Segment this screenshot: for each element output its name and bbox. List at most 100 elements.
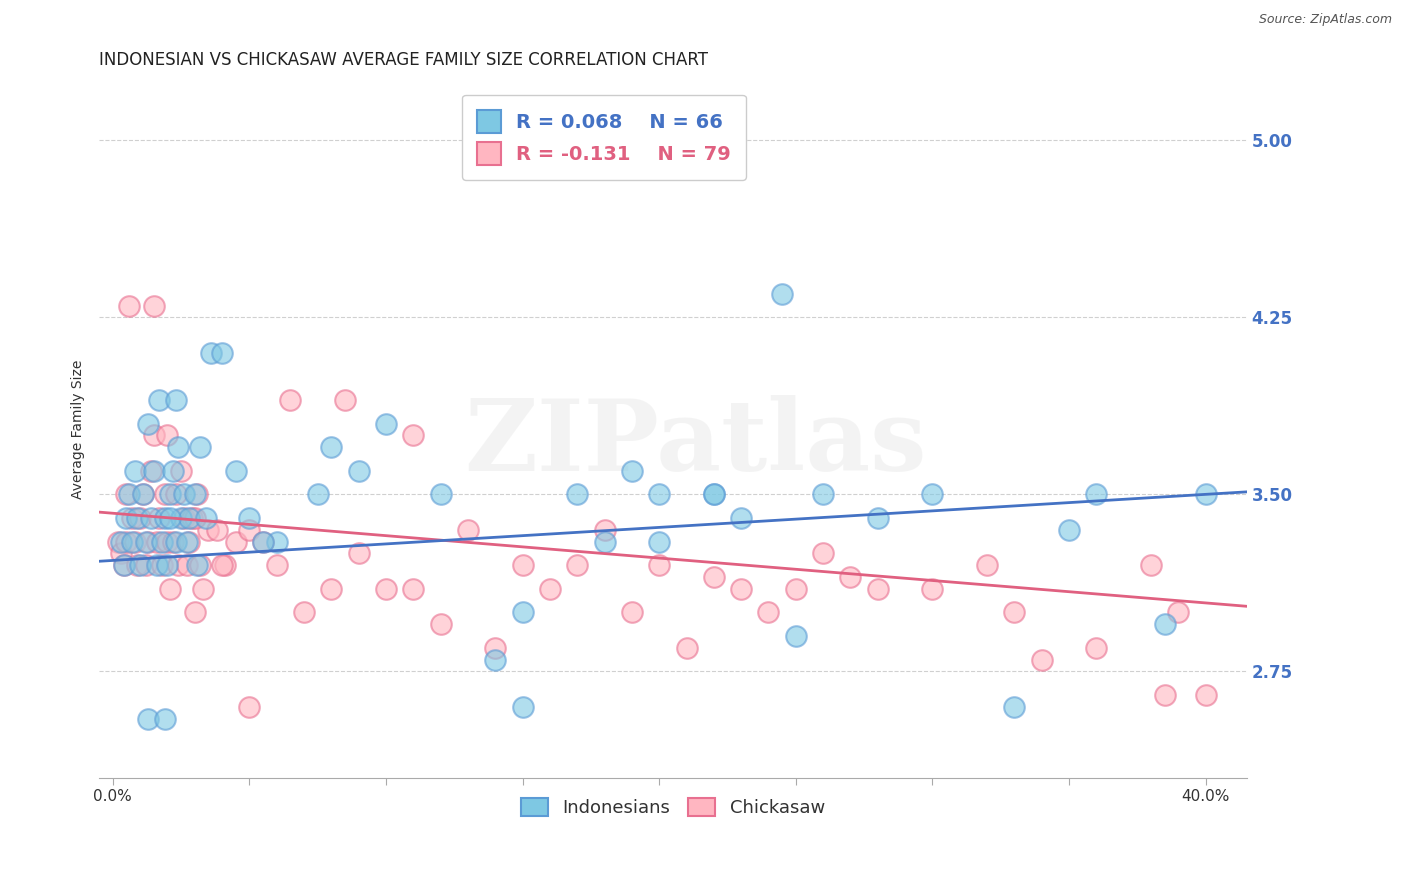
Point — [167, 558, 190, 573]
Point — [567, 558, 589, 573]
Point — [1002, 699, 1025, 714]
Point — [112, 558, 135, 573]
Point — [136, 712, 159, 726]
Point — [225, 534, 247, 549]
Point — [162, 534, 184, 549]
Point — [148, 392, 170, 407]
Point — [211, 558, 233, 573]
Point — [124, 464, 146, 478]
Point — [115, 534, 138, 549]
Point — [347, 546, 370, 560]
Point — [150, 558, 173, 573]
Text: Source: ZipAtlas.com: Source: ZipAtlas.com — [1258, 13, 1392, 27]
Point — [173, 511, 195, 525]
Point — [170, 464, 193, 478]
Point — [1194, 487, 1216, 501]
Point — [136, 417, 159, 431]
Point — [921, 582, 943, 596]
Point — [118, 487, 141, 501]
Point — [110, 534, 132, 549]
Point — [118, 299, 141, 313]
Point — [238, 523, 260, 537]
Point — [593, 523, 616, 537]
Point — [184, 487, 207, 501]
Point — [129, 511, 152, 525]
Point — [191, 582, 214, 596]
Point — [1085, 640, 1108, 655]
Y-axis label: Average Family Size: Average Family Size — [72, 359, 86, 500]
Point — [142, 428, 165, 442]
Point — [648, 487, 671, 501]
Point — [145, 534, 167, 549]
Point — [238, 699, 260, 714]
Point — [156, 534, 179, 549]
Point — [675, 640, 697, 655]
Point — [1167, 605, 1189, 619]
Point — [1057, 523, 1080, 537]
Point — [136, 534, 159, 549]
Point — [165, 487, 187, 501]
Point — [703, 487, 725, 501]
Point — [648, 558, 671, 573]
Point — [214, 558, 236, 573]
Point — [162, 464, 184, 478]
Point — [115, 487, 138, 501]
Point — [484, 640, 506, 655]
Point — [148, 511, 170, 525]
Text: INDONESIAN VS CHICKASAW AVERAGE FAMILY SIZE CORRELATION CHART: INDONESIAN VS CHICKASAW AVERAGE FAMILY S… — [100, 51, 709, 69]
Point — [321, 440, 343, 454]
Point — [197, 523, 219, 537]
Point — [238, 511, 260, 525]
Point — [184, 605, 207, 619]
Point — [186, 487, 208, 501]
Point — [512, 605, 534, 619]
Point — [375, 582, 398, 596]
Point — [1140, 558, 1163, 573]
Point — [139, 464, 162, 478]
Point — [866, 511, 889, 525]
Point — [110, 546, 132, 560]
Point — [866, 582, 889, 596]
Point — [252, 534, 274, 549]
Point — [457, 523, 479, 537]
Point — [976, 558, 998, 573]
Point — [593, 534, 616, 549]
Point — [188, 558, 211, 573]
Point — [181, 511, 204, 525]
Point — [402, 582, 425, 596]
Point — [375, 417, 398, 431]
Point — [620, 605, 643, 619]
Point — [186, 558, 208, 573]
Point — [129, 558, 152, 573]
Point — [785, 629, 807, 643]
Point — [176, 534, 198, 549]
Point — [179, 534, 201, 549]
Point — [153, 487, 176, 501]
Point — [205, 523, 228, 537]
Point — [132, 487, 155, 501]
Text: ZIPatlas: ZIPatlas — [464, 395, 927, 491]
Point — [811, 546, 834, 560]
Point — [1194, 688, 1216, 702]
Point — [200, 345, 222, 359]
Point — [839, 570, 862, 584]
Point — [142, 299, 165, 313]
Point — [758, 605, 780, 619]
Point — [266, 534, 288, 549]
Point — [429, 487, 451, 501]
Point — [167, 440, 190, 454]
Point — [703, 570, 725, 584]
Point — [730, 582, 752, 596]
Point — [538, 582, 561, 596]
Point — [112, 558, 135, 573]
Point — [402, 428, 425, 442]
Point — [184, 511, 207, 525]
Point — [153, 712, 176, 726]
Point — [1031, 652, 1053, 666]
Point — [1153, 688, 1175, 702]
Point — [179, 511, 201, 525]
Point — [280, 392, 302, 407]
Point — [139, 511, 162, 525]
Point — [165, 534, 187, 549]
Point — [194, 511, 217, 525]
